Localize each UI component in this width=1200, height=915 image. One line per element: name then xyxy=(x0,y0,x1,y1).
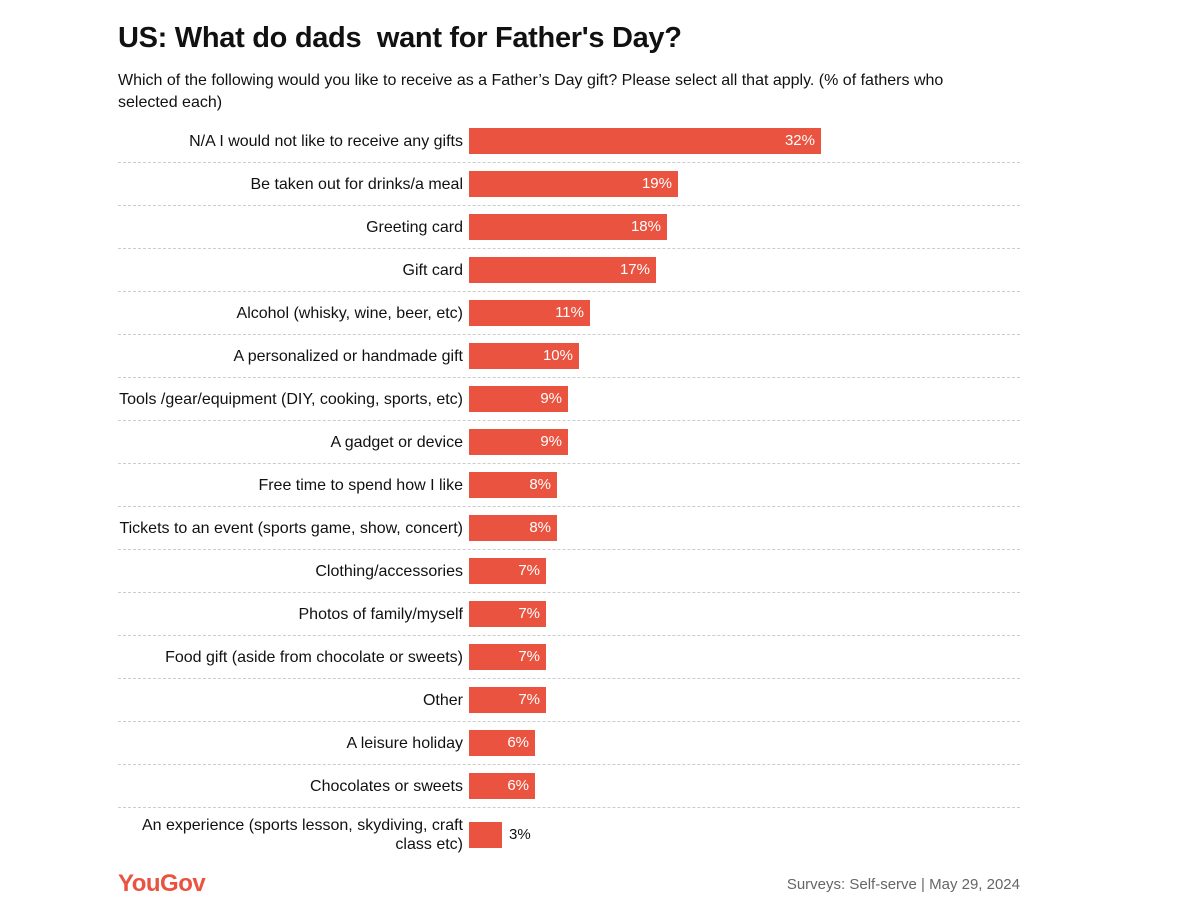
bar-row: A gadget or device 9% xyxy=(118,421,1020,464)
chart-subtitle: Which of the following would you like to… xyxy=(118,72,944,111)
bar-row: Greeting card 18% xyxy=(118,206,1020,249)
category-label: Other xyxy=(422,691,463,709)
value-label: 11% xyxy=(555,304,584,321)
category-label: Tools /gear/equipment (DIY, cooking, spo… xyxy=(119,390,463,408)
bar-area: 9% xyxy=(469,386,1020,412)
category-label: Food gift (aside from chocolate or sweet… xyxy=(165,648,463,666)
bar-area: 17% xyxy=(469,257,1020,283)
bar xyxy=(469,472,557,498)
bar-area: 6% xyxy=(469,730,1020,756)
category-label: Alcohol (whisky, wine, beer, etc) xyxy=(236,304,463,322)
bar-row: Chocolates or sweets 6% xyxy=(118,765,1020,808)
bar xyxy=(469,601,546,627)
bar-row: Be taken out for drinks/a meal 19% xyxy=(118,163,1020,206)
value-label: 32% xyxy=(784,132,815,149)
bar-area: 8% xyxy=(469,472,1020,498)
bar xyxy=(469,257,656,283)
value-label: 7% xyxy=(518,648,540,665)
bar xyxy=(469,822,502,848)
category-label: An experience (sports lesson, skydiving,… xyxy=(141,817,463,853)
category-label: Gift card xyxy=(402,261,463,279)
bar xyxy=(469,128,821,154)
category-label: Tickets to an event (sports game, show, … xyxy=(119,519,463,537)
bar-area: 32% xyxy=(469,128,1020,154)
bar-row: A leisure holiday 6% xyxy=(118,722,1020,765)
category-label: Be taken out for drinks/a meal xyxy=(250,175,463,193)
bar-area: 7% xyxy=(469,644,1020,670)
bar xyxy=(469,386,568,412)
source-note: Surveys: Self-serve | May 29, 2024 xyxy=(786,876,1020,893)
category-label: Greeting card xyxy=(366,218,463,236)
value-label: 17% xyxy=(619,261,650,278)
value-label: 3% xyxy=(509,826,531,843)
value-label: 9% xyxy=(540,433,562,450)
bar-row: An experience (sports lesson, skydiving,… xyxy=(118,808,1020,862)
bar-area: 8% xyxy=(469,515,1020,541)
bar-row: Clothing/accessories 7% xyxy=(118,550,1020,593)
bar-row: Photos of family/myself 7% xyxy=(118,593,1020,636)
bar xyxy=(469,343,579,369)
bar-row: Free time to spend how I like 8% xyxy=(118,464,1020,507)
value-label: 6% xyxy=(507,734,529,751)
bar xyxy=(469,300,590,326)
bar-area: 7% xyxy=(469,558,1020,584)
value-label: 8% xyxy=(529,476,551,493)
bar-rows: N/A I would not like to receive any gift… xyxy=(118,120,1020,862)
value-label: 7% xyxy=(518,562,540,579)
bar-row: A personalized or handmade gift 10% xyxy=(118,335,1020,378)
bar xyxy=(469,730,535,756)
category-label: A gadget or device xyxy=(330,433,463,451)
bar-row: N/A I would not like to receive any gift… xyxy=(118,120,1020,163)
value-label: 19% xyxy=(641,175,672,192)
bar-area: 18% xyxy=(469,214,1020,240)
category-label: A personalized or handmade gift xyxy=(233,347,463,365)
bar-area: 7% xyxy=(469,601,1020,627)
bar-row: Food gift (aside from chocolate or sweet… xyxy=(118,636,1020,679)
value-label: 8% xyxy=(529,519,551,536)
bar xyxy=(469,773,535,799)
bar xyxy=(469,171,678,197)
bar-area: 10% xyxy=(469,343,1020,369)
value-label: 18% xyxy=(630,218,661,235)
category-label: Chocolates or sweets xyxy=(310,777,463,795)
category-label: Photos of family/myself xyxy=(298,605,464,623)
bar-area: 19% xyxy=(469,171,1020,197)
bar-row: Gift card 17% xyxy=(118,249,1020,292)
value-label: 6% xyxy=(507,777,529,794)
bar xyxy=(469,558,546,584)
bar-area: 3% xyxy=(469,822,1020,848)
value-label: 7% xyxy=(518,691,540,708)
brand-logo: YouGov xyxy=(118,870,206,897)
category-label: A leisure holiday xyxy=(346,734,463,752)
bar xyxy=(469,687,546,713)
bar xyxy=(469,214,667,240)
bar-row: Alcohol (whisky, wine, beer, etc) 11% xyxy=(118,292,1020,335)
category-label: Clothing/accessories xyxy=(315,562,463,580)
value-label: 7% xyxy=(518,605,540,622)
bar xyxy=(469,515,557,541)
value-label: 9% xyxy=(540,390,562,407)
bar xyxy=(469,429,568,455)
bar-area: 11% xyxy=(469,300,1020,326)
value-label: 10% xyxy=(542,347,573,364)
category-label: N/A I would not like to receive any gift… xyxy=(189,132,463,150)
bar xyxy=(469,644,546,670)
bar-row: Tools /gear/equipment (DIY, cooking, spo… xyxy=(118,378,1020,421)
chart-title: US: What do dads want for Father's Day? xyxy=(118,22,682,54)
bar-area: 6% xyxy=(469,773,1020,799)
bar-row: Other 7% xyxy=(118,679,1020,722)
category-label: Free time to spend how I like xyxy=(258,476,463,494)
bar-row: Tickets to an event (sports game, show, … xyxy=(118,507,1020,550)
bar-area: 7% xyxy=(469,687,1020,713)
bar-area: 9% xyxy=(469,429,1020,455)
